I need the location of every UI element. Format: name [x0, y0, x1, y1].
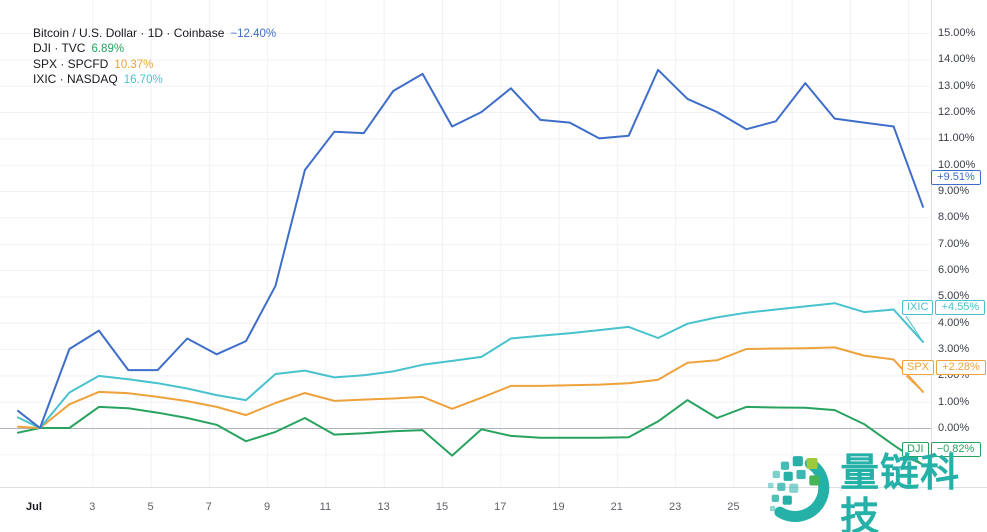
legend-change-value: 16.70%	[123, 74, 163, 87]
watermark: 量链科技 QFSP.NET	[768, 452, 987, 532]
series-line-spx	[17, 346, 924, 429]
time-tick-label: 15	[435, 501, 449, 513]
time-tick-label: 19	[552, 501, 565, 513]
legend-row-spx[interactable]: SPX · SPCFD 10.37%	[33, 57, 276, 72]
legend-symbol-title: DJI · TVC	[33, 41, 86, 56]
qfsp-logo-icon	[768, 456, 830, 522]
legend-row-btcusd[interactable]: Bitcoin / U.S. Dollar · 1D · Coinbase −12…	[33, 26, 276, 41]
legend-change-value: −12.40%	[230, 28, 277, 40]
last-value-label-dji: −0.82%	[930, 441, 981, 457]
time-tick-label: 9	[264, 501, 271, 513]
legend-symbol-title: IXIC · NASDAQ	[33, 72, 118, 87]
series-line-dji	[17, 399, 924, 466]
price-tick-label: 6.00%	[938, 264, 970, 277]
watermark-company-name: 量链科技	[840, 452, 961, 532]
series-line-ixic	[17, 302, 924, 429]
series-tag-ixic: IXIC	[902, 300, 934, 316]
series-tag-dji: DJI	[902, 441, 929, 457]
price-tick-label: 0.00%	[938, 422, 970, 434]
legend-symbol-title: SPX · SPCFD	[33, 56, 109, 71]
legend: Bitcoin / U.S. Dollar · 1D · Coinbase −12…	[33, 26, 276, 88]
label-leader-ixic	[905, 315, 924, 343]
legend-row-dji[interactable]: DJI · TVC 6.89%	[33, 41, 276, 56]
time-tick-label: 17	[494, 501, 507, 513]
price-label-ixic: IXIC +4.55%	[902, 300, 986, 316]
last-value-label-btcusd: +9.51%	[931, 169, 981, 185]
price-label-btcusd: +9.51%	[931, 169, 981, 185]
legend-row-ixic[interactable]: IXIC · NASDAQ 16.70%	[33, 72, 276, 87]
time-tick-label: 3	[89, 501, 96, 513]
price-label-spx: SPX +2.28%	[902, 359, 987, 375]
legend-symbol-title: Bitcoin / U.S. Dollar · 1D · Coinbase	[33, 26, 225, 40]
series-tag-spx: SPX	[902, 359, 935, 375]
price-tick-label: 9.00%	[938, 185, 970, 198]
price-tick-label: 13.00%	[938, 79, 976, 92]
price-tick-label: 4.00%	[938, 316, 970, 329]
time-tick-label: 13	[377, 501, 390, 513]
price-label-dji: DJI −0.82%	[902, 441, 981, 457]
price-tick-label: 3.00%	[938, 343, 970, 355]
label-leader-spx	[905, 375, 924, 393]
legend-change-value: 10.37%	[114, 58, 154, 71]
time-tick-label: 5	[147, 501, 154, 513]
time-tick-label: 25	[727, 501, 740, 513]
last-value-label-spx: +2.28%	[936, 359, 987, 375]
price-tick-label: 7.00%	[938, 237, 970, 250]
price-tick-label: 11.00%	[938, 132, 975, 145]
time-tick-label: 21	[610, 501, 623, 513]
series-line-btcusd	[17, 68, 924, 429]
price-tick-label: 14.00%	[938, 53, 976, 66]
price-tick-label: 5.00%	[938, 290, 970, 303]
time-tick-label: 7	[205, 501, 212, 513]
price-tick-label: 12.00%	[938, 106, 976, 119]
legend-change-value: 6.89%	[91, 43, 125, 56]
last-value-label-ixic: +4.55%	[935, 300, 986, 316]
time-tick-label: 23	[668, 501, 682, 513]
price-tick-label: 10.00%	[938, 158, 976, 171]
price-tick-label: 8.00%	[938, 211, 970, 224]
time-tick-label: 11	[319, 501, 332, 513]
label-leader-dji	[905, 457, 924, 466]
price-tick-label: 1.00%	[938, 395, 970, 408]
time-tick-label: Jul	[26, 501, 42, 513]
price-tick-label: 15.00%	[938, 27, 976, 40]
